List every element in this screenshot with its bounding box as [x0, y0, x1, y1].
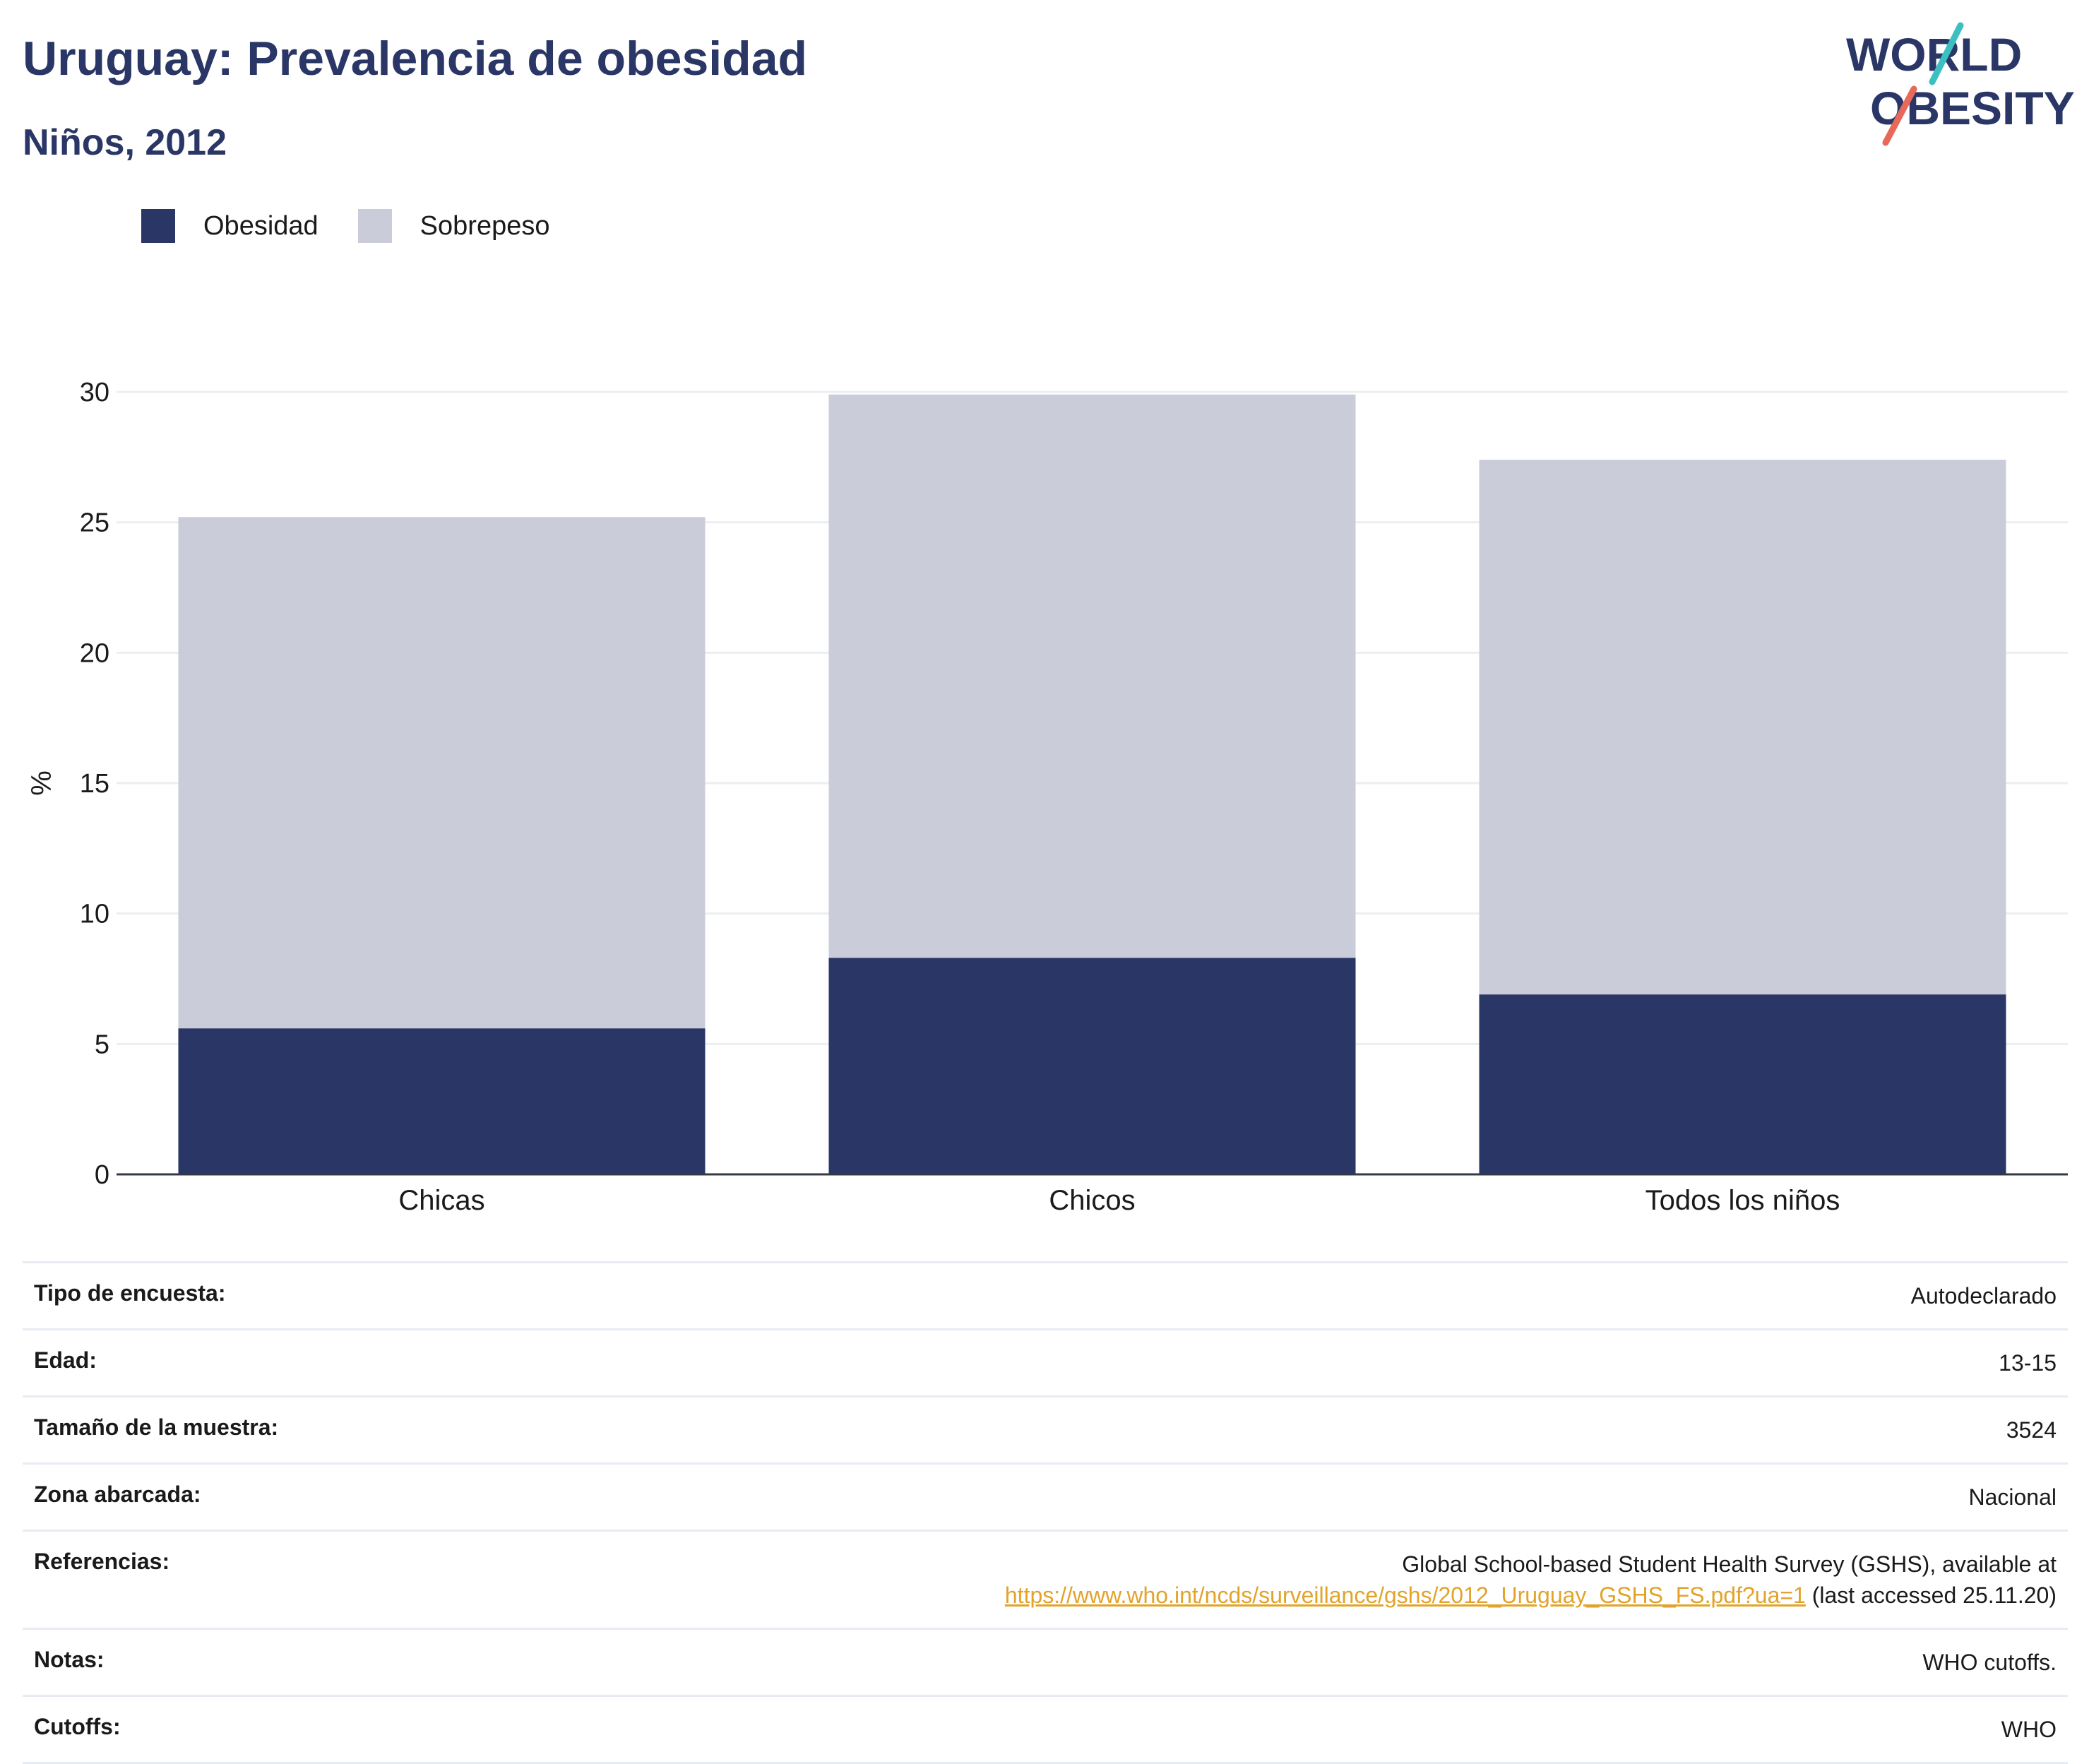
- survey-info-table: Tipo de encuesta: Autodeclarado Edad: 13…: [23, 1261, 2068, 1764]
- y-tick-label: 0: [95, 1160, 109, 1190]
- bar-sobrepeso-0: [178, 517, 706, 1029]
- info-row: Cutoffs: WHO: [23, 1695, 2068, 1764]
- bar-sobrepeso-1: [828, 394, 1356, 958]
- info-label: Tamaño de la muestra:: [34, 1414, 279, 1440]
- chart-subtitle: Niños, 2012: [23, 122, 227, 163]
- info-value-references: Global School-based Student Health Surve…: [994, 1532, 2068, 1628]
- info-value: Autodeclarado: [1910, 1283, 2057, 1309]
- info-label: Cutoffs:: [34, 1714, 121, 1739]
- y-tick-label: 5: [95, 1030, 109, 1059]
- info-row: Zona abarcada: Nacional: [23, 1462, 2068, 1530]
- legend-item-sobrepeso[interactable]: Sobrepeso: [357, 209, 550, 243]
- info-value: 3524: [2006, 1417, 2057, 1443]
- legend-label-sobrepeso: Sobrepeso: [419, 210, 550, 241]
- logo-slash-top: [1929, 22, 1964, 85]
- info-value: 13-15: [1999, 1350, 2057, 1376]
- y-tick-label: 25: [80, 508, 109, 538]
- y-tick-label: 20: [80, 638, 109, 668]
- y-tick-label: 30: [80, 378, 109, 407]
- info-row: Tipo de encuesta: Autodeclarado: [23, 1261, 2068, 1328]
- x-tick-label: Todos los niños: [1645, 1185, 1840, 1216]
- info-row: Notas: WHO cutoffs.: [23, 1628, 2068, 1695]
- bar-sobrepeso-2: [1479, 460, 2006, 995]
- y-tick-label: 15: [80, 769, 109, 799]
- x-tick-label: Chicos: [1049, 1185, 1135, 1216]
- chart-title: Uruguay: Prevalencia de obesidad: [23, 32, 808, 85]
- stacked-bar-chart: 0 5 10 15 20 25 30% Chicas Chicos Todos los niños: [26, 378, 2068, 1216]
- info-label: Zona abarcada:: [34, 1482, 201, 1507]
- logo-slash-bottom: [1882, 85, 1917, 146]
- legend-swatch-sobrepeso: [357, 209, 392, 243]
- info-label: Notas:: [34, 1647, 105, 1672]
- reference-link[interactable]: https://www.who.int/ncds/surveillance/gs…: [1004, 1583, 1806, 1608]
- reference-suffix: (last accessed 25.11.20): [1805, 1583, 2057, 1608]
- y-axis-label: %: [26, 770, 57, 796]
- info-value: WHO cutoffs.: [1922, 1650, 2057, 1675]
- info-value: Nacional: [1968, 1484, 2057, 1510]
- y-tick-label: 10: [80, 900, 109, 929]
- reference-text: Global School-based Student Health Surve…: [1402, 1551, 2057, 1577]
- legend-item-obesidad[interactable]: Obesidad: [141, 209, 319, 243]
- info-row: Tamaño de la muestra: 3524: [23, 1395, 2068, 1462]
- info-label: Edad:: [34, 1347, 97, 1373]
- legend-label-obesidad: Obesidad: [203, 210, 319, 241]
- bar-obesidad-0: [178, 1028, 706, 1174]
- bar-obesidad-2: [1479, 994, 2006, 1174]
- world-obesity-logo: WORLD OBESITY: [1846, 22, 2075, 146]
- legend-swatch-obesidad: [141, 209, 175, 243]
- chart-legend: Obesidad Sobrepeso: [141, 209, 589, 243]
- info-label: Referencias:: [34, 1549, 170, 1574]
- info-row: Referencias: Global School-based Student…: [23, 1530, 2068, 1628]
- info-value: WHO: [2001, 1717, 2057, 1742]
- bar-obesidad-1: [828, 958, 1356, 1174]
- x-tick-label: Chicas: [398, 1185, 484, 1216]
- info-row: Edad: 13-15: [23, 1328, 2068, 1395]
- info-label: Tipo de encuesta:: [34, 1280, 226, 1306]
